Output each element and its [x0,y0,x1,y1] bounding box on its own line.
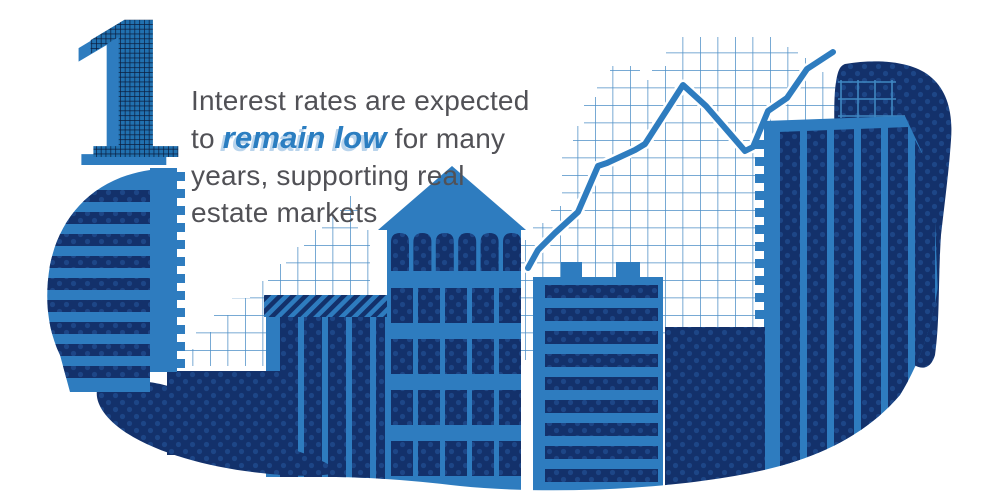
graph-paper-blob [178,37,838,366]
ground-swoosh [96,380,339,476]
building-notched-tower [150,168,185,372]
trend-line [525,49,836,271]
building-banded [533,262,663,491]
building-house [378,166,526,491]
number-one: 1 1 [56,0,197,209]
svg-text:1: 1 [56,0,185,209]
headline-prefix: Interest rates are expected to [191,85,530,154]
svg-text:1: 1 [68,0,197,201]
building-round-left [47,170,151,392]
building-tall-right [755,116,939,491]
building-dark-block [665,327,765,491]
blob-grid-patch [838,80,905,134]
headline-text: Interest rates are expected to remain lo… [191,82,549,231]
headline-highlight: remain low [222,120,387,155]
headline-suffix: for many years, supporting real estate m… [191,123,506,228]
